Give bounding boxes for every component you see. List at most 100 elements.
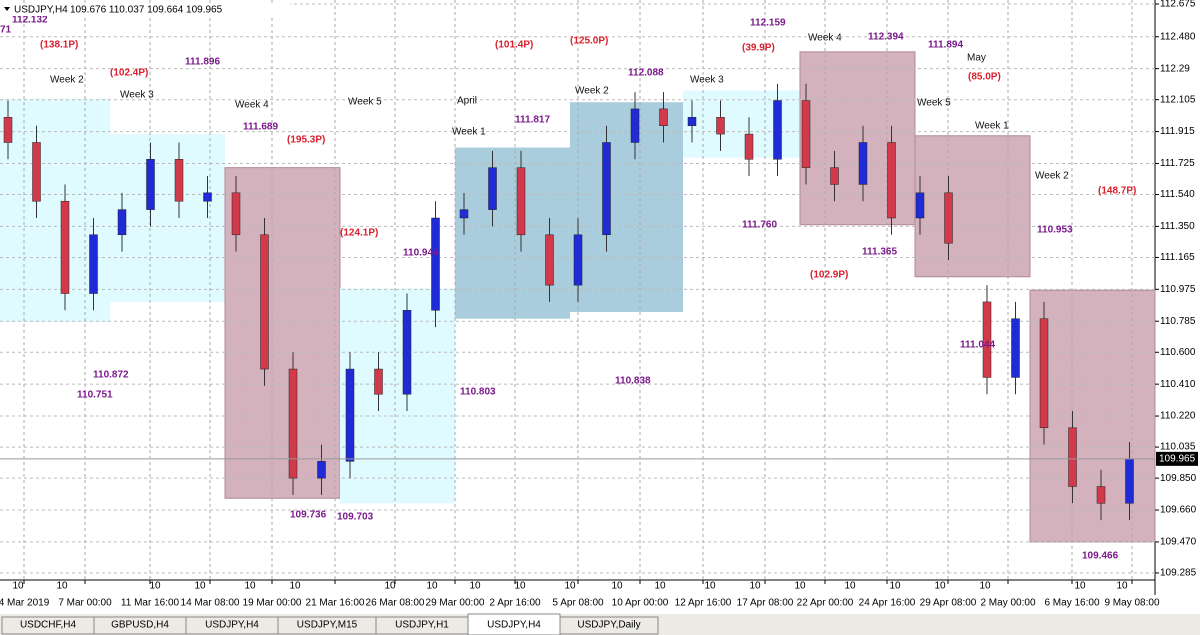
candle-body <box>60 200 70 294</box>
period-label: 10 <box>979 581 991 592</box>
annotation: Week 5 <box>917 98 951 109</box>
candle-body <box>317 461 326 479</box>
x-tick-label: 10 Apr 00:00 <box>612 598 669 609</box>
y-tick-label: 110.035 <box>1160 442 1196 453</box>
y-tick-label: 110.785 <box>1160 316 1196 327</box>
annotation: Week 2 <box>50 75 84 86</box>
x-tick-label: 19 Mar 00:00 <box>243 598 302 609</box>
annotation: 111.689 <box>243 122 278 133</box>
tab-label[interactable]: USDCHF,H4 <box>20 620 77 631</box>
week-range <box>455 147 570 319</box>
annotation: (85.0P) <box>968 72 1001 83</box>
candle-body <box>687 117 697 126</box>
candle-body <box>516 167 526 236</box>
period-label: 10 <box>244 581 256 592</box>
annotation: (124.1P) <box>340 228 378 239</box>
y-tick-label: 112.105 <box>1160 94 1196 105</box>
candle-body <box>744 133 754 160</box>
y-tick-label: 111.915 <box>1160 126 1195 137</box>
period-label: 10 <box>654 581 666 592</box>
x-tick-label: 7 Mar 00:00 <box>58 598 112 609</box>
last-price-label: 109.965 <box>1159 453 1196 464</box>
tab-label[interactable]: USDJPY,H1 <box>395 620 449 631</box>
candle-body <box>174 159 184 202</box>
x-tick-label: 29 Mar 00:00 <box>426 598 485 609</box>
candle-body <box>117 209 127 236</box>
y-tick-label: 112.480 <box>1160 31 1196 42</box>
period-label: 10 <box>1116 581 1128 592</box>
annotation: 111.896 <box>185 57 220 68</box>
annotation: Week 4 <box>808 33 842 44</box>
ohlc-label: 109.676 110.037 109.664 109.965 <box>70 5 223 16</box>
candle-body <box>858 142 868 185</box>
candle-body <box>1068 427 1077 487</box>
tab-label[interactable]: GBPUSD,H4 <box>111 620 169 631</box>
period-label: 10 <box>426 581 438 592</box>
y-tick-label: 112.29 <box>1160 63 1190 74</box>
annotation: 112.132 <box>12 15 48 26</box>
annotation: 110.803 <box>460 387 496 398</box>
y-tick-label: 110.410 <box>1160 379 1196 390</box>
candle-body <box>231 192 241 236</box>
annotation: 109.466 <box>1082 551 1119 562</box>
annotation: 111.817 <box>515 115 550 126</box>
week-range <box>914 135 1031 278</box>
x-tick-label: 21 Mar 16:00 <box>306 598 365 609</box>
candle-body <box>1039 318 1049 429</box>
candle-body <box>345 368 355 462</box>
x-tick-label: 2 May 00:00 <box>980 598 1035 609</box>
y-tick-label: 109.850 <box>1160 473 1197 484</box>
x-tick-label: 29 Apr 08:00 <box>920 598 977 609</box>
y-tick-label: 112.675 <box>1160 0 1196 10</box>
x-tick-label: 9 May 08:00 <box>1104 598 1159 609</box>
period-label: 10 <box>56 581 68 592</box>
candle-body <box>146 159 155 210</box>
candle-body <box>431 217 440 311</box>
annotation: (102.4P) <box>110 68 148 79</box>
candle-body <box>659 108 668 126</box>
x-tick-label: 6 May 16:00 <box>1044 598 1099 609</box>
candle-body <box>545 234 554 286</box>
candle-body <box>402 310 412 395</box>
tab-label[interactable]: USDJPY,M15 <box>297 620 358 631</box>
period-label: 10 <box>844 581 856 592</box>
annotation: 110.872 <box>93 370 129 381</box>
annotation: (125.0P) <box>570 36 608 47</box>
period-label: 10 <box>469 581 481 592</box>
annotation: 110.838 <box>615 376 651 387</box>
annotation: Week 4 <box>235 100 269 111</box>
symbol-label: USDJPY,H4 <box>14 5 68 16</box>
header-bg <box>0 3 290 16</box>
annotation: 111.894 <box>928 40 963 51</box>
annotation: 110.944 <box>403 248 439 259</box>
annotation: Week 2 <box>1035 171 1069 182</box>
candle-body <box>573 234 583 286</box>
week-range <box>683 90 800 158</box>
week-range <box>340 288 455 504</box>
period-label: 10 <box>704 581 716 592</box>
tab-label[interactable]: USDJPY,Daily <box>577 620 640 631</box>
period-label: 10 <box>889 581 901 592</box>
annotation: 110.953 <box>1037 225 1073 236</box>
candle-body <box>1011 318 1020 378</box>
candle-body <box>288 368 298 479</box>
annotation: Week 5 <box>348 97 382 108</box>
tab[interactable] <box>559 616 659 635</box>
annotation: April <box>457 96 477 107</box>
period-label: 10 <box>384 581 396 592</box>
tab-label[interactable]: USDJPY,H4 <box>205 620 259 631</box>
period-label: 10 <box>564 581 576 592</box>
annotation: (102.9P) <box>810 270 848 281</box>
y-tick-label: 111.725 <box>1160 158 1195 169</box>
tab-label[interactable]: USDJPY,H4 <box>487 620 541 631</box>
y-tick-label: 110.600 <box>1160 347 1196 358</box>
week-range <box>110 134 225 302</box>
annotation: 111.044 <box>960 340 995 351</box>
candle-body <box>944 192 953 244</box>
x-tick-label: 5 Apr 08:00 <box>552 598 604 609</box>
candle-body <box>602 142 611 236</box>
annotation: Week 1 <box>452 127 486 138</box>
week-range <box>799 51 916 226</box>
